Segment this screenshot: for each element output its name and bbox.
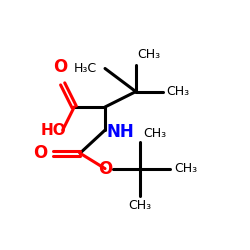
Text: CH₃: CH₃: [144, 127, 167, 140]
Text: CH₃: CH₃: [128, 200, 151, 212]
Text: O: O: [98, 160, 112, 178]
Text: HO: HO: [40, 122, 66, 138]
Text: CH₃: CH₃: [174, 162, 198, 175]
Text: O: O: [54, 58, 68, 76]
Text: NH: NH: [107, 123, 135, 141]
Text: H₃C: H₃C: [74, 62, 97, 75]
Text: CH₃: CH₃: [138, 48, 161, 61]
Text: O: O: [33, 144, 47, 162]
Text: CH₃: CH₃: [166, 85, 190, 98]
